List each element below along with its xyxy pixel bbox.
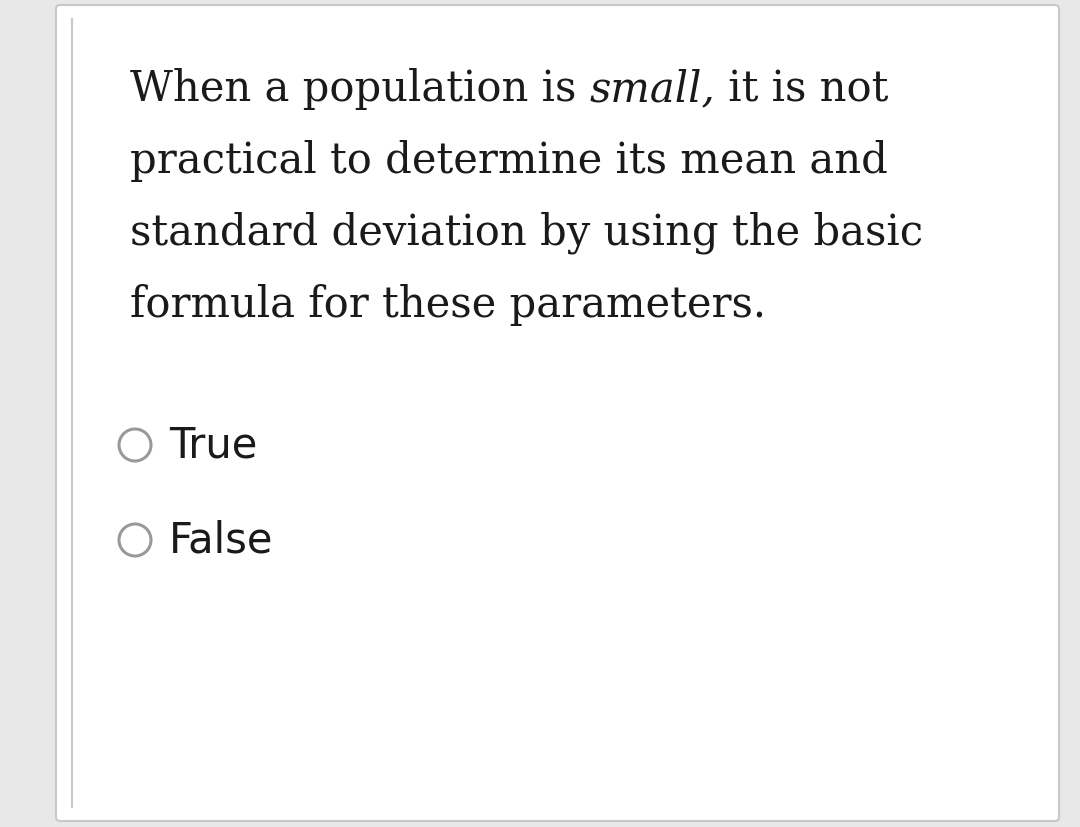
Text: practical to determine its mean and: practical to determine its mean and xyxy=(130,140,888,182)
Text: When a population is: When a population is xyxy=(130,68,590,110)
Circle shape xyxy=(119,429,151,461)
Text: standard deviation by using the basic: standard deviation by using the basic xyxy=(130,212,923,254)
Text: True: True xyxy=(168,424,257,466)
FancyBboxPatch shape xyxy=(56,6,1059,821)
Text: False: False xyxy=(168,519,273,562)
Circle shape xyxy=(119,524,151,557)
Text: it is not: it is not xyxy=(715,68,889,110)
Text: small,: small, xyxy=(590,68,715,110)
Text: formula for these parameters.: formula for these parameters. xyxy=(130,284,766,326)
